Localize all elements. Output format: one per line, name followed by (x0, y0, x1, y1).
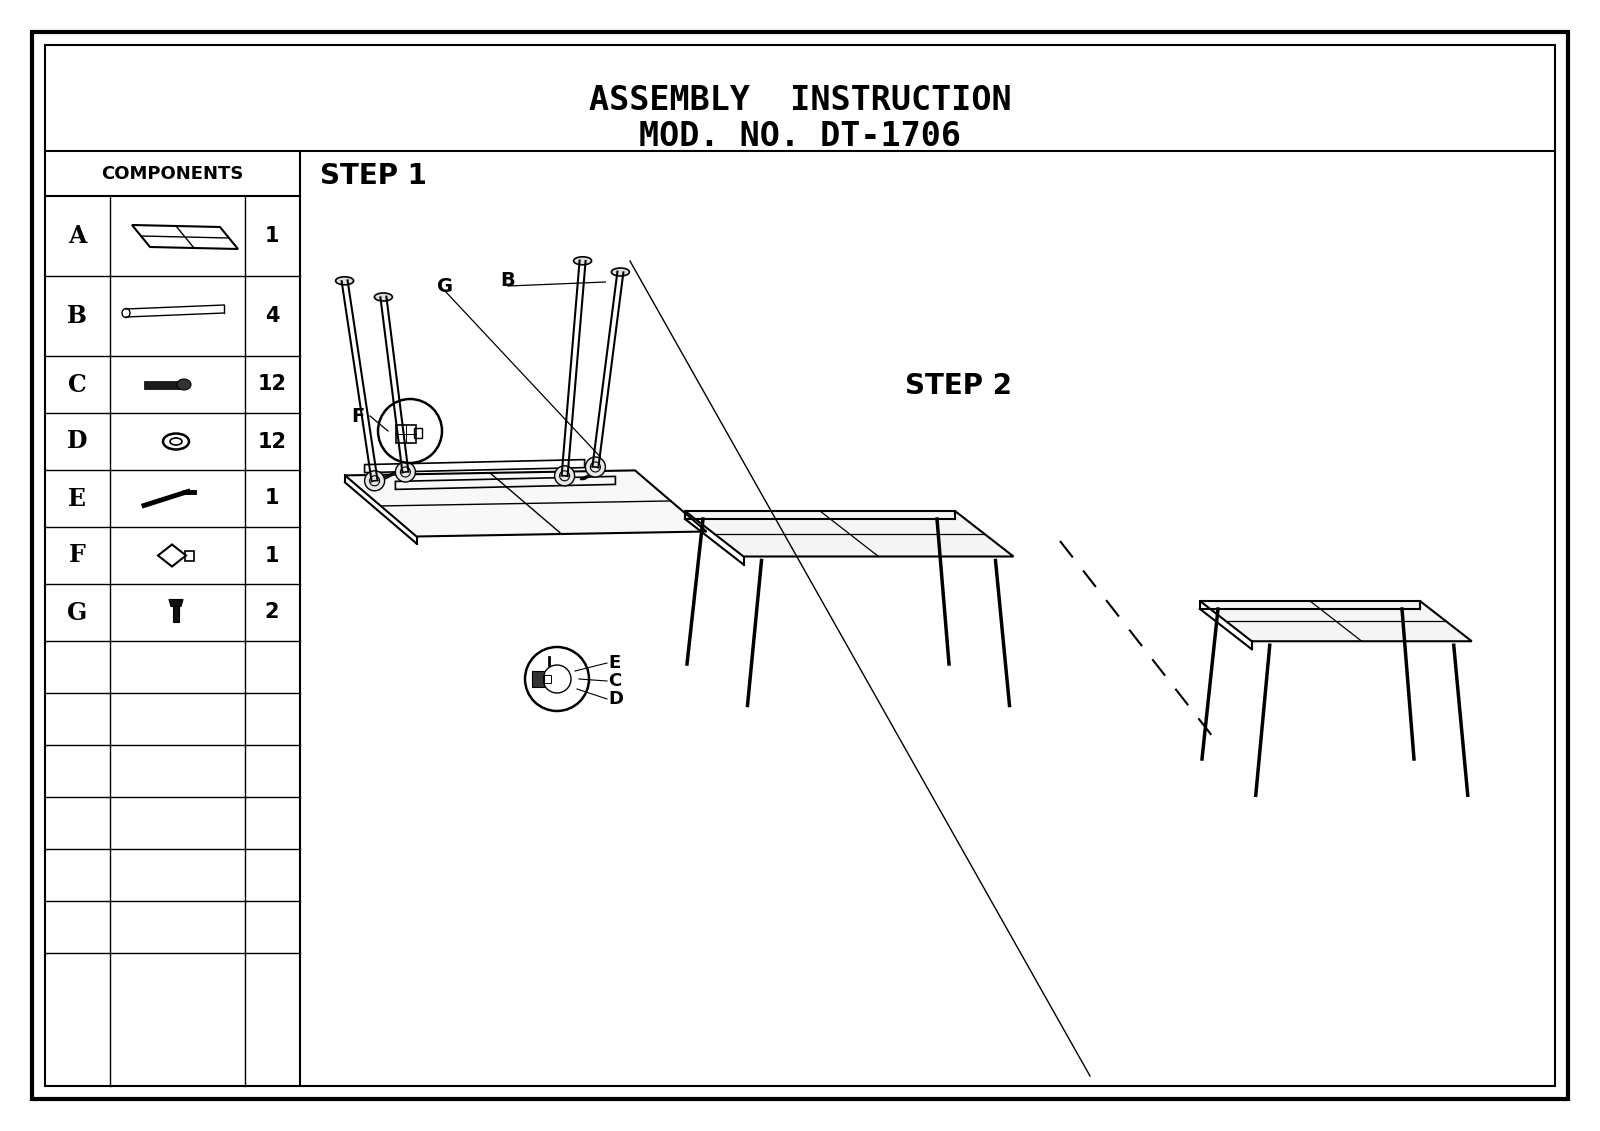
Text: 12: 12 (258, 432, 286, 451)
Text: G: G (67, 601, 86, 624)
Bar (542, 675, 550, 683)
Circle shape (586, 457, 605, 477)
Bar (144, 380, 179, 389)
Ellipse shape (611, 268, 629, 276)
Polygon shape (170, 599, 182, 606)
Bar (414, 428, 422, 438)
Text: A: A (67, 224, 86, 248)
Text: C: C (67, 372, 86, 397)
Text: F: F (352, 406, 365, 425)
Text: STEP 2: STEP 2 (906, 372, 1013, 400)
Polygon shape (346, 470, 707, 536)
Polygon shape (685, 511, 1013, 556)
Circle shape (365, 470, 384, 491)
Circle shape (378, 399, 442, 463)
Bar (186, 551, 194, 561)
Text: B: B (67, 304, 86, 328)
Bar (397, 425, 416, 443)
Ellipse shape (374, 293, 392, 301)
Text: COMPONENTS: COMPONENTS (101, 165, 243, 183)
Text: E: E (608, 654, 621, 672)
Circle shape (395, 461, 416, 482)
Circle shape (525, 647, 589, 711)
Bar (173, 605, 179, 622)
Text: E: E (67, 486, 86, 510)
Polygon shape (1200, 601, 1472, 641)
Text: ASSEMBLY  INSTRUCTION: ASSEMBLY INSTRUCTION (589, 85, 1011, 118)
Ellipse shape (178, 379, 190, 390)
Text: C: C (608, 672, 621, 690)
Circle shape (555, 466, 574, 486)
Text: 1: 1 (264, 489, 280, 509)
Text: MOD. NO. DT-1706: MOD. NO. DT-1706 (638, 120, 962, 153)
Text: 4: 4 (264, 307, 280, 326)
Text: B: B (501, 271, 515, 291)
Text: 1: 1 (264, 545, 280, 566)
Text: 12: 12 (258, 374, 286, 395)
Text: G: G (437, 276, 453, 295)
Text: 1: 1 (264, 226, 280, 247)
Text: STEP 1: STEP 1 (320, 162, 427, 190)
Text: F: F (69, 544, 85, 568)
Text: D: D (67, 430, 88, 454)
Text: D: D (608, 690, 622, 708)
Ellipse shape (574, 257, 592, 265)
Ellipse shape (336, 277, 354, 285)
Bar (531, 671, 544, 687)
Text: 2: 2 (264, 603, 280, 622)
